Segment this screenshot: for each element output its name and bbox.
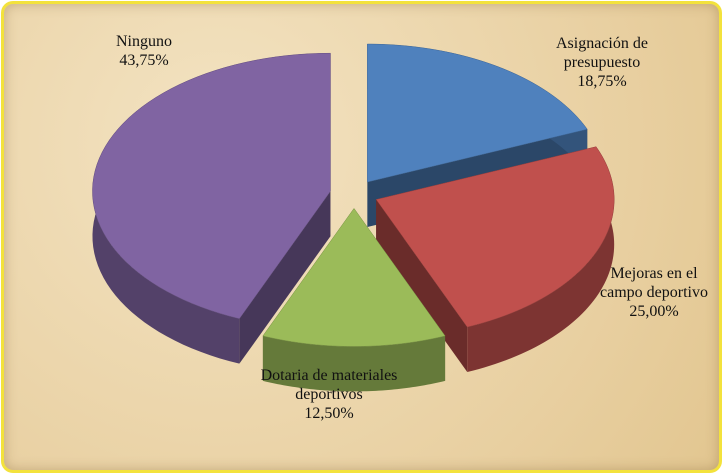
slice-wall — [467, 146, 615, 373]
pie-area — [92, 43, 615, 392]
data-label: Asignación de presupuesto 18,75% — [522, 34, 682, 91]
label-category: Mejoras en el campo deportivo — [600, 265, 708, 301]
data-label: Ninguno 43,75% — [64, 32, 224, 70]
label-value: 12,50% — [304, 405, 354, 422]
data-label: Mejoras en el campo deportivo 25,00% — [589, 264, 719, 321]
slice-side — [239, 191, 331, 364]
label-category: Asignación de presupuesto — [556, 35, 648, 71]
label-value: 18,75% — [577, 73, 627, 90]
data-label: Dotaria de materiales deportivos 12,50% — [254, 366, 404, 423]
label-value: 25,00% — [629, 303, 679, 320]
label-category: Dotaria de materiales deportivos — [260, 367, 398, 403]
slice-side — [376, 199, 468, 373]
label-category: Ninguno — [116, 33, 172, 50]
slice — [375, 146, 615, 328]
slice — [262, 207, 446, 347]
label-value: 43,75% — [119, 52, 169, 69]
slice — [367, 43, 588, 183]
slice-wall — [262, 335, 446, 392]
slice — [92, 52, 331, 319]
